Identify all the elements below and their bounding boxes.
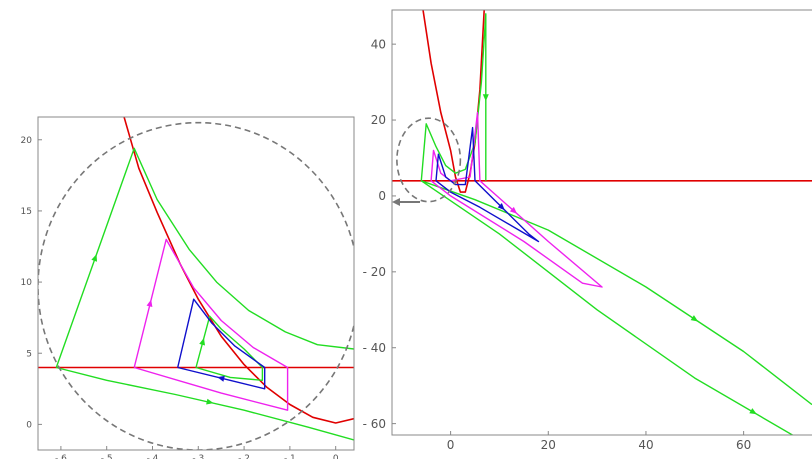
right-panel: 0 20 40 60 - 60 - 40 - 20 0 20 40 <box>363 0 812 452</box>
right-x-tick-label: 0 <box>447 438 455 452</box>
right-green-curve-4 <box>421 181 812 447</box>
left-frame <box>38 117 354 450</box>
left-dashed-circle <box>38 123 359 450</box>
left-y-tick-label: 0 <box>26 421 32 431</box>
left-red-curve-0 <box>120 104 354 423</box>
left-x-tick-label: 0 <box>333 454 339 459</box>
right-y-tick-label: - 20 <box>363 265 386 279</box>
right-y-tick-label: 20 <box>371 113 386 127</box>
left-y-tick-label: 10 <box>21 278 33 288</box>
left-x-tick-label: - 5 <box>101 454 113 459</box>
right-grey-arrow-head <box>392 198 400 206</box>
left-green-arrow-2 <box>91 253 99 262</box>
left-green-arrow-4 <box>199 337 207 345</box>
right-y-tick-label: - 40 <box>363 341 386 355</box>
right-x-tick-label: 20 <box>541 438 556 452</box>
right-blue-curve-6 <box>436 128 539 242</box>
right-y-tick-label: - 60 <box>363 417 386 431</box>
left-green-curve-4 <box>196 316 262 380</box>
right-green-arrow-4 <box>749 408 758 417</box>
left-y-tick-label: 20 <box>21 136 33 146</box>
right-green-arrow-3 <box>691 315 700 324</box>
left-panel: - 6 - 5 - 4 - 3 - 2 - 1 0 0 5 10 15 20 <box>21 104 359 459</box>
left-y-tick-label: 15 <box>21 207 32 217</box>
right-y-tick-label: 40 <box>371 37 386 51</box>
left-magenta-arrow-5 <box>147 299 155 307</box>
left-y-tick-label: 5 <box>26 349 32 359</box>
left-x-tick-label: - 4 <box>147 454 159 459</box>
right-red-curve-0 <box>421 0 485 192</box>
right-green-arrow-2 <box>483 94 489 101</box>
left-x-tick-label: - 1 <box>284 454 296 459</box>
left-x-tick-label: - 3 <box>192 454 204 459</box>
left-x-tick-label: - 6 <box>55 454 67 459</box>
right-green-curve-2 <box>421 14 486 181</box>
left-x-tick-label: - 2 <box>238 454 250 459</box>
right-x-tick-label: 40 <box>638 438 653 452</box>
right-y-tick-label: 0 <box>378 189 386 203</box>
right-x-tick-label: 60 <box>736 438 751 452</box>
right-frame <box>392 10 812 435</box>
